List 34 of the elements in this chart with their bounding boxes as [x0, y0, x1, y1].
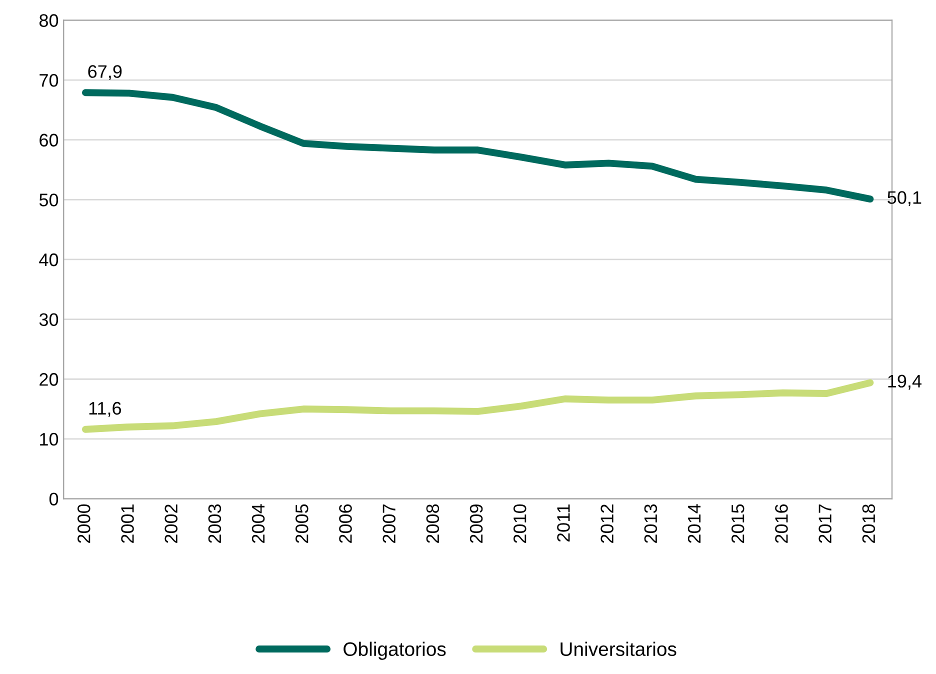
x-tick-label: 2010 — [513, 504, 526, 543]
x-tick-label: 2002 — [164, 504, 178, 543]
x-tick-label: 2017 — [818, 504, 832, 543]
x-tick-label: 2011 — [557, 504, 570, 542]
legend-label: Obligatorios — [344, 642, 446, 660]
x-tick-label: 2009 — [470, 504, 483, 543]
x-tick-label: 2003 — [208, 504, 222, 543]
x-tick-label: 2005 — [296, 504, 308, 543]
y-tick-label: 70 — [40, 74, 58, 87]
y-tick-label: 30 — [39, 313, 58, 326]
y-tick-label: 0 — [49, 492, 58, 506]
x-tick-label: 2012 — [600, 504, 614, 543]
x-tick-label: 2018 — [862, 504, 876, 543]
y-tick-label: 40 — [39, 253, 58, 266]
x-tick-label: 2001 — [121, 504, 134, 543]
x-tick-label: 2015 — [731, 504, 744, 543]
y-tick-label: 50 — [39, 194, 58, 206]
data-label: 50,1 — [888, 191, 922, 206]
y-tick-label: 80 — [39, 14, 58, 27]
x-tick-label: 2008 — [426, 504, 440, 543]
x-tick-label: 2016 — [775, 504, 788, 543]
x-tick-label: 2014 — [688, 504, 701, 543]
x-tick-label: 2007 — [382, 504, 396, 543]
x-tick-label: 2006 — [339, 504, 352, 543]
y-tick-label: 20 — [40, 373, 58, 386]
data-label: 67,9 — [88, 65, 122, 80]
y-tick-label: 10 — [40, 432, 58, 446]
data-label: 19,4 — [888, 374, 922, 390]
legend-label: Universitarios — [560, 642, 676, 656]
data-label: 11,6 — [89, 402, 122, 417]
x-tick-label: 2013 — [644, 504, 658, 543]
x-tick-label: 2004 — [252, 504, 265, 543]
x-tick-label: 2000 — [78, 504, 90, 543]
y-tick-label: 60 — [40, 134, 58, 147]
